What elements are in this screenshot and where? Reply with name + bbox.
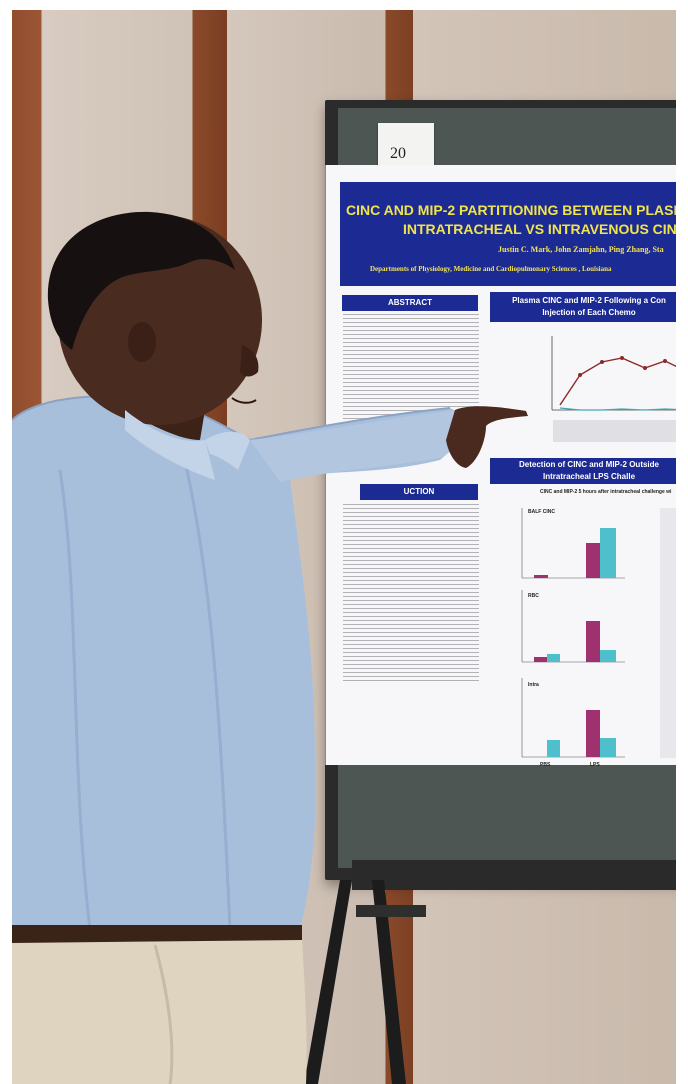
detection-heading-line-2: Intratracheal LPS Challe — [542, 472, 636, 481]
detection-heading-line-1: Detection of CINC and MIP-2 Outside — [518, 460, 659, 469]
presenter-person — [11, 211, 528, 1084]
panel-label-balf: BALF CINC — [528, 509, 555, 515]
plasma-section-heading: Plasma CINC and MIP-2 Following a Con In… — [490, 292, 688, 322]
image-border-right — [676, 0, 688, 1084]
easel-stand — [304, 860, 688, 1084]
poster-title-line-1: CINC AND MIP-2 PARTITIONING BETWEEN PLAS… — [346, 202, 686, 218]
introduction-heading: UCTION — [360, 484, 478, 500]
plasma-heading-line-2: Injection of Each Chemo — [542, 308, 636, 317]
image-border-left — [0, 0, 12, 1084]
detection-section-heading: Detection of CINC and MIP-2 Outside Intr… — [490, 458, 688, 484]
poster-title-line-2: INTRATRACHEAL VS INTRAVENOUS CIN — [403, 221, 677, 237]
x-label-lps: LPS — [590, 762, 600, 768]
poster-number: 20 — [390, 145, 406, 162]
panel-label-intra: Intra — [528, 682, 539, 688]
plasma-line-chart — [551, 336, 688, 442]
detection-bar-charts — [521, 508, 688, 758]
poster-title-banner: CINC AND MIP-2 PARTITIONING BETWEEN PLAS… — [340, 182, 688, 286]
poster-authors: Justin C. Mark, John Zamjahn, Ping Zhang… — [498, 245, 664, 254]
image-border-top — [0, 0, 688, 10]
x-label-pbs: PBS — [540, 762, 551, 768]
plasma-heading-line-1: Plasma CINC and MIP-2 Following a Con — [512, 296, 666, 305]
abstract-heading: ABSTRACT — [342, 295, 478, 311]
bar-chart-subtitle: CINC and MIP-2 5 hours after intratrache… — [540, 489, 672, 495]
poster-number-card: 20 — [378, 123, 434, 171]
poster-affiliation: Departments of Physiology, Medicine and … — [370, 265, 612, 273]
panel-label-rbc: RBC — [528, 593, 539, 599]
introduction-text — [343, 504, 479, 684]
